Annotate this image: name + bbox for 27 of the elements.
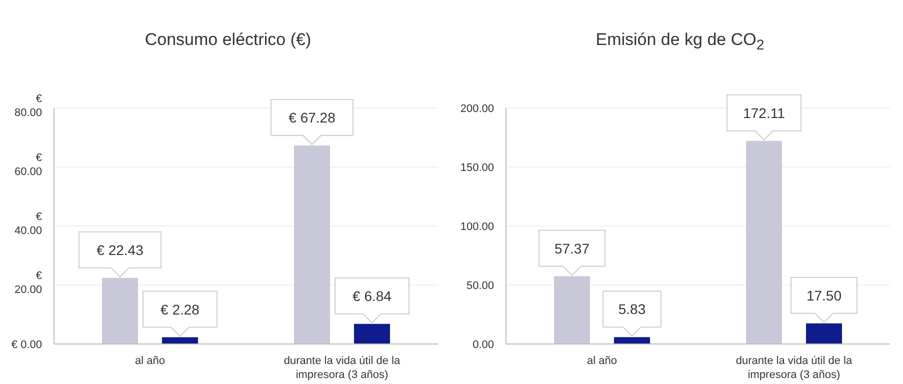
data-label: € 6.84 xyxy=(352,288,392,304)
y-tick-label: 100.00 xyxy=(460,221,494,233)
y-tick-label: 200.00 xyxy=(460,103,494,115)
y-tick-label: 0.00 xyxy=(472,339,494,351)
y-tick-label: € 60.00 xyxy=(14,152,42,178)
data-label: 172.11 xyxy=(743,104,786,121)
bar xyxy=(354,324,390,344)
bar xyxy=(614,337,650,344)
chart-title: Emisión de kg de CO$_{2}$ xyxy=(596,30,764,54)
bar xyxy=(806,323,842,344)
data-label: € 22.43 xyxy=(96,242,144,258)
y-tick-label: € 0.00 xyxy=(11,339,42,351)
y-tick-label: € 40.00 xyxy=(14,211,42,237)
y-tick-label: 150.00 xyxy=(460,162,494,174)
x-tick-label: al año xyxy=(587,355,617,367)
x-tick-label: durante la vida útil de la impresora (3 años) xyxy=(736,355,853,381)
data-label: € 67.28 xyxy=(288,110,336,126)
x-tick-label: durante la vida útil de la impresora (3 años) xyxy=(284,355,401,381)
data-label: € 2.28 xyxy=(160,301,200,318)
data-label: 5.83 xyxy=(618,301,646,318)
y-tick-label: € 20.00 xyxy=(14,270,42,296)
x-tick-label: al año xyxy=(135,355,165,367)
y-tick-label: € 80.00 xyxy=(14,93,42,119)
y-tick-label: 50.00 xyxy=(466,280,494,292)
data-label: 17.50 xyxy=(806,287,842,304)
data-label: 57.37 xyxy=(554,240,590,256)
chart-title: Consumo eléctrico (€) xyxy=(144,30,312,49)
